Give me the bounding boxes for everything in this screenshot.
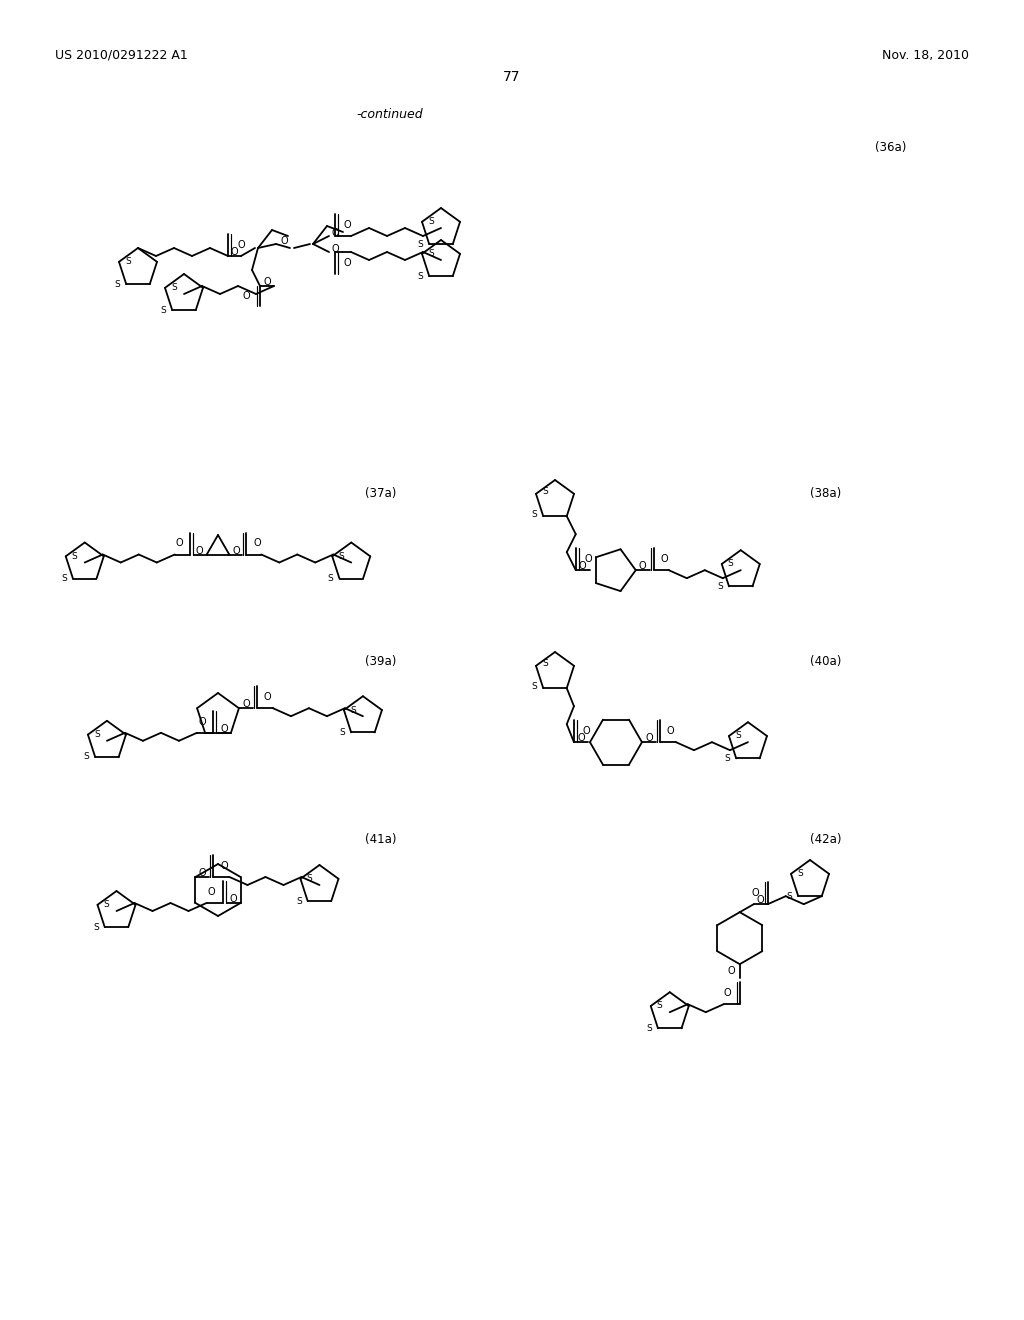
Text: (40a): (40a) bbox=[810, 656, 842, 668]
Text: S: S bbox=[717, 582, 723, 591]
Text: (36a): (36a) bbox=[874, 140, 906, 153]
Text: O: O bbox=[220, 723, 227, 734]
Text: O: O bbox=[579, 561, 587, 572]
Text: O: O bbox=[263, 277, 270, 286]
Text: S: S bbox=[542, 487, 548, 496]
Text: S: S bbox=[339, 727, 345, 737]
Text: S: S bbox=[93, 923, 98, 932]
Text: O: O bbox=[175, 539, 182, 549]
Text: S: S bbox=[418, 240, 423, 248]
Text: S: S bbox=[428, 218, 434, 226]
Text: O: O bbox=[660, 554, 669, 564]
Text: O: O bbox=[667, 726, 675, 737]
Text: O: O bbox=[578, 733, 585, 743]
Text: O: O bbox=[199, 717, 206, 727]
Text: (37a): (37a) bbox=[365, 487, 396, 499]
Text: O: O bbox=[264, 692, 271, 702]
Text: S: S bbox=[94, 730, 99, 739]
Text: S: S bbox=[542, 659, 548, 668]
Text: O: O bbox=[331, 228, 339, 238]
Text: S: S bbox=[161, 306, 166, 314]
Text: O: O bbox=[585, 554, 592, 564]
Text: O: O bbox=[229, 894, 238, 904]
Text: S: S bbox=[786, 892, 793, 900]
Text: O: O bbox=[242, 700, 250, 709]
Text: (42a): (42a) bbox=[810, 833, 842, 846]
Text: (39a): (39a) bbox=[365, 656, 396, 668]
Text: O: O bbox=[281, 236, 288, 246]
Text: (38a): (38a) bbox=[810, 487, 842, 499]
Text: S: S bbox=[125, 257, 131, 267]
Text: O: O bbox=[331, 244, 339, 253]
Text: S: S bbox=[296, 896, 302, 906]
Text: S: S bbox=[171, 284, 177, 292]
Text: O: O bbox=[243, 290, 250, 301]
Text: S: S bbox=[328, 574, 334, 583]
Text: S: S bbox=[656, 1002, 663, 1011]
Text: S: S bbox=[350, 705, 355, 714]
Text: O: O bbox=[645, 733, 652, 743]
Text: (41a): (41a) bbox=[365, 833, 396, 846]
Text: S: S bbox=[83, 752, 89, 762]
Text: S: S bbox=[728, 560, 733, 569]
Text: O: O bbox=[727, 966, 735, 977]
Text: S: S bbox=[61, 574, 67, 583]
Text: O: O bbox=[757, 895, 765, 906]
Text: S: S bbox=[103, 900, 110, 909]
Text: S: S bbox=[531, 681, 538, 690]
Text: S: S bbox=[428, 249, 434, 259]
Text: O: O bbox=[232, 545, 240, 556]
Text: O: O bbox=[237, 240, 245, 249]
Text: S: S bbox=[306, 874, 312, 883]
Text: S: S bbox=[338, 552, 344, 561]
Text: O: O bbox=[199, 869, 206, 878]
Text: Nov. 18, 2010: Nov. 18, 2010 bbox=[882, 49, 969, 62]
Text: S: S bbox=[115, 280, 120, 289]
Text: S: S bbox=[797, 870, 803, 878]
Text: US 2010/0291222 A1: US 2010/0291222 A1 bbox=[55, 49, 187, 62]
Text: S: S bbox=[418, 272, 423, 281]
Text: S: S bbox=[735, 731, 740, 741]
Text: S: S bbox=[646, 1024, 652, 1032]
Text: O: O bbox=[230, 247, 238, 257]
Text: O: O bbox=[196, 545, 204, 556]
Text: S: S bbox=[531, 510, 538, 519]
Text: S: S bbox=[72, 552, 78, 561]
Text: O: O bbox=[220, 861, 228, 871]
Text: O: O bbox=[583, 726, 591, 737]
Text: O: O bbox=[253, 539, 261, 549]
Text: O: O bbox=[344, 257, 351, 268]
Text: O: O bbox=[723, 989, 731, 998]
Text: -continued: -continued bbox=[356, 108, 423, 121]
Text: O: O bbox=[752, 888, 759, 898]
Text: 77: 77 bbox=[503, 70, 521, 84]
Text: O: O bbox=[344, 220, 351, 230]
Text: O: O bbox=[208, 887, 215, 898]
Text: O: O bbox=[639, 561, 646, 572]
Text: S: S bbox=[724, 754, 730, 763]
